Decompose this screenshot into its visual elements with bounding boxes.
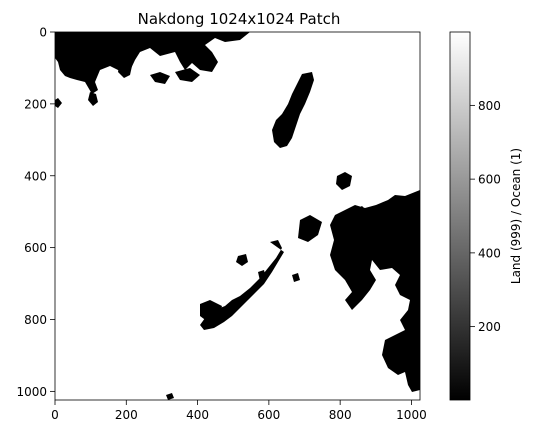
ocean-island-left-3 [150, 72, 170, 84]
x-tick-label: 600 [257, 408, 280, 422]
x-tick-label: 0 [51, 408, 59, 422]
x-tick-label: 1000 [396, 408, 427, 422]
y-tick-label: 1000 [16, 385, 47, 399]
ocean-island-left-4 [175, 68, 200, 82]
chart-title: Nakdong 1024x1024 Patch [138, 10, 341, 28]
x-tick-label: 400 [186, 408, 209, 422]
ocean-channel-north [272, 72, 314, 148]
y-tick-label: 200 [24, 97, 47, 111]
ocean-island-left-2 [88, 92, 98, 106]
x-tick-label: 800 [329, 408, 352, 422]
ocean-islet-1 [336, 172, 352, 190]
colorbar-ticks: 200 400 600 800 [470, 99, 501, 334]
y-tick-label: 800 [24, 313, 47, 327]
colorbar-label: Land (999) / Ocean (1) [509, 148, 523, 284]
ocean-region-mid-east [298, 215, 322, 242]
ocean-islet-4 [166, 393, 174, 400]
y-axis: 0 200 400 600 800 1000 [16, 26, 55, 399]
ocean-region-top-left [55, 32, 250, 94]
ocean-islet-3 [258, 270, 266, 281]
y-tick-label: 400 [24, 169, 47, 183]
x-tick-label: 200 [115, 408, 138, 422]
x-axis: 0 200 400 600 800 1000 [51, 400, 427, 422]
colorbar [449, 31, 471, 401]
ocean-islet-2 [236, 254, 248, 266]
colorbar-tick-label: 800 [478, 99, 501, 113]
plot-frame [54, 31, 421, 401]
ocean-island-left-1 [55, 98, 62, 108]
ocean-channel-southwest-b [200, 300, 222, 322]
y-tick-label: 0 [39, 26, 47, 40]
colorbar-tick-label: 600 [478, 173, 501, 187]
colorbar-tick-label: 400 [478, 246, 501, 260]
mask-image [55, 32, 420, 400]
ocean-inlet-1 [355, 206, 368, 218]
ocean-region-east [330, 190, 420, 392]
ocean-islet-5 [292, 273, 300, 282]
ocean-region-top-left-b [118, 58, 132, 78]
colorbar-tick-label: 200 [478, 320, 501, 334]
y-tick-label: 600 [24, 241, 47, 255]
